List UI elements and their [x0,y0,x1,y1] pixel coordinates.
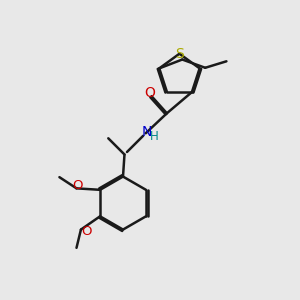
Text: O: O [81,224,92,238]
Text: H: H [150,130,159,143]
Text: O: O [73,179,83,193]
Text: N: N [142,125,152,140]
Text: S: S [175,47,184,61]
Text: O: O [145,86,155,100]
